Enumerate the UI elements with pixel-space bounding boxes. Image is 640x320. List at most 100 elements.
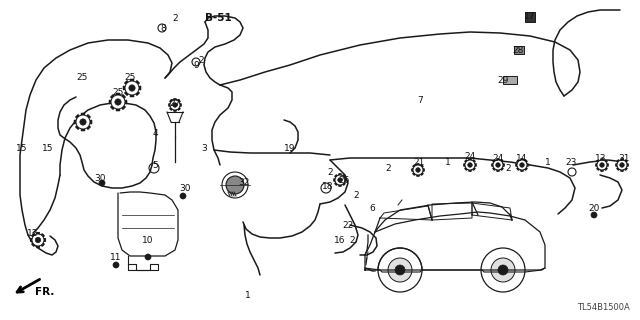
- Polygon shape: [465, 160, 467, 162]
- Text: B-51: B-51: [205, 13, 232, 23]
- Circle shape: [413, 165, 423, 175]
- Polygon shape: [343, 183, 345, 185]
- Circle shape: [468, 163, 472, 167]
- Polygon shape: [42, 243, 44, 246]
- Text: 2: 2: [198, 55, 204, 65]
- Polygon shape: [131, 95, 134, 97]
- Polygon shape: [525, 160, 527, 162]
- Polygon shape: [625, 168, 627, 170]
- Polygon shape: [525, 168, 527, 170]
- Polygon shape: [417, 164, 419, 165]
- Polygon shape: [76, 115, 79, 118]
- Polygon shape: [335, 183, 337, 185]
- Text: 25: 25: [124, 73, 136, 82]
- Polygon shape: [420, 165, 423, 167]
- Polygon shape: [42, 234, 44, 237]
- Polygon shape: [607, 164, 608, 166]
- Circle shape: [620, 163, 624, 167]
- Text: 22: 22: [342, 220, 354, 229]
- Text: 4: 4: [152, 129, 158, 138]
- Polygon shape: [334, 179, 335, 181]
- Circle shape: [600, 163, 604, 167]
- Polygon shape: [464, 164, 465, 166]
- Polygon shape: [36, 233, 40, 234]
- Text: 12: 12: [28, 228, 38, 237]
- Polygon shape: [116, 93, 120, 95]
- Polygon shape: [527, 164, 528, 166]
- Text: FR.: FR.: [35, 287, 54, 297]
- Circle shape: [617, 160, 627, 170]
- Polygon shape: [180, 104, 181, 106]
- Bar: [503, 76, 517, 84]
- Text: 29: 29: [497, 76, 509, 84]
- Polygon shape: [124, 86, 125, 90]
- Polygon shape: [423, 169, 424, 171]
- Polygon shape: [521, 159, 524, 160]
- Circle shape: [170, 100, 180, 110]
- Polygon shape: [109, 100, 111, 104]
- Circle shape: [517, 160, 527, 170]
- Text: 2: 2: [327, 167, 333, 177]
- Text: 21: 21: [413, 157, 425, 166]
- Text: 11: 11: [110, 253, 122, 262]
- Text: 26: 26: [339, 175, 349, 185]
- Polygon shape: [516, 164, 517, 166]
- Polygon shape: [81, 113, 84, 115]
- Circle shape: [338, 178, 342, 182]
- Polygon shape: [420, 173, 423, 175]
- Circle shape: [491, 258, 515, 282]
- Polygon shape: [136, 81, 140, 84]
- Polygon shape: [345, 179, 346, 181]
- Circle shape: [481, 248, 525, 292]
- Text: 16: 16: [334, 236, 346, 244]
- Circle shape: [129, 85, 135, 91]
- Bar: [514, 46, 524, 54]
- Circle shape: [395, 265, 405, 275]
- Text: 6: 6: [369, 204, 375, 212]
- Polygon shape: [32, 234, 35, 237]
- Circle shape: [498, 265, 508, 275]
- Polygon shape: [111, 95, 114, 98]
- Circle shape: [597, 160, 607, 170]
- Circle shape: [99, 180, 105, 186]
- Polygon shape: [32, 243, 35, 246]
- Text: 2: 2: [172, 13, 178, 22]
- Text: 30: 30: [94, 173, 106, 182]
- Polygon shape: [492, 164, 493, 166]
- Polygon shape: [178, 108, 180, 110]
- Polygon shape: [139, 86, 141, 90]
- Circle shape: [173, 103, 177, 107]
- Circle shape: [180, 193, 186, 199]
- Polygon shape: [621, 170, 623, 171]
- Text: 28: 28: [512, 45, 524, 54]
- Text: 15: 15: [42, 143, 54, 153]
- Polygon shape: [605, 160, 607, 162]
- Polygon shape: [335, 175, 337, 177]
- Polygon shape: [413, 173, 415, 175]
- Polygon shape: [174, 110, 176, 111]
- Circle shape: [80, 119, 86, 125]
- Polygon shape: [81, 129, 84, 131]
- Polygon shape: [417, 175, 419, 176]
- Polygon shape: [116, 109, 120, 111]
- Polygon shape: [174, 99, 176, 100]
- Text: 24: 24: [492, 154, 504, 163]
- Polygon shape: [170, 108, 172, 110]
- Text: 27: 27: [170, 99, 180, 108]
- Circle shape: [378, 248, 422, 292]
- Polygon shape: [497, 170, 499, 171]
- Text: 10: 10: [142, 236, 154, 244]
- Text: 2: 2: [349, 236, 355, 244]
- Polygon shape: [122, 95, 125, 98]
- Polygon shape: [500, 160, 503, 162]
- Text: 7: 7: [417, 95, 423, 105]
- Circle shape: [125, 81, 139, 95]
- Text: 20: 20: [588, 204, 600, 212]
- Circle shape: [493, 160, 503, 170]
- Polygon shape: [517, 168, 519, 170]
- Polygon shape: [473, 168, 475, 170]
- Polygon shape: [601, 170, 604, 171]
- Text: 15: 15: [16, 143, 28, 153]
- Polygon shape: [503, 164, 504, 166]
- Polygon shape: [125, 81, 128, 84]
